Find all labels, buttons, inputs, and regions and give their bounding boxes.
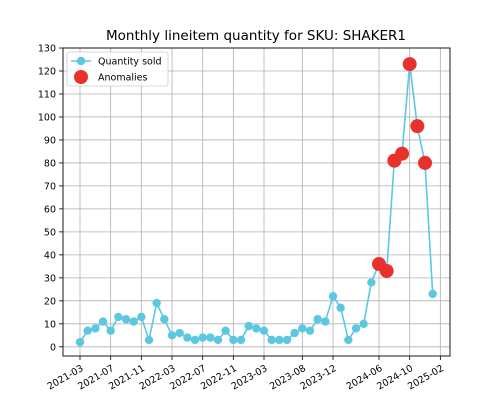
- quantity-sold-point: [336, 303, 345, 312]
- quantity-sold-point: [267, 335, 276, 345]
- y-tick-label: 70: [44, 181, 56, 192]
- y-tick-label: 120: [38, 66, 56, 77]
- quantity-sold-point: [282, 335, 292, 345]
- quantity-sold-point: [152, 298, 161, 308]
- quantity-sold-point: [83, 326, 92, 335]
- anomaly-point: [410, 119, 425, 134]
- quantity-sold-point: [428, 289, 437, 299]
- quantity-sold-point: [305, 326, 315, 335]
- anomaly-point: [418, 155, 433, 170]
- quantity-sold-point: [167, 331, 177, 340]
- quantity-sold-point: [229, 335, 238, 345]
- quantity-sold-point: [221, 326, 230, 335]
- quantity-sold-point: [121, 315, 131, 324]
- quantity-sold-point: [91, 324, 100, 333]
- legend-marker-swatch: [76, 56, 86, 66]
- quantity-sold-point: [144, 335, 154, 345]
- y-tick-label: 40: [44, 250, 56, 261]
- y-tick-label: 90: [44, 135, 56, 146]
- legend-anomaly-swatch: [74, 70, 88, 84]
- quantity-sold-point: [106, 326, 115, 335]
- quantity-sold-point: [321, 317, 330, 326]
- y-tick-label: 80: [44, 158, 56, 169]
- quantity-sold-point: [275, 335, 284, 345]
- quantity-sold-point: [244, 321, 253, 331]
- plot-frame: [62, 47, 451, 357]
- quantity-sold-point: [137, 312, 146, 322]
- legend-label-quantity-sold: Quantity sold: [98, 57, 162, 68]
- quantity-sold-point: [367, 278, 376, 287]
- y-tick-label: 0: [50, 342, 56, 353]
- quantity-sold-point: [344, 335, 353, 345]
- quantity-sold-point: [198, 333, 207, 342]
- quantity-sold-point: [298, 324, 307, 333]
- anomaly-point: [379, 263, 394, 278]
- quantity-sold-point: [259, 326, 269, 335]
- quantity-sold-point: [252, 324, 261, 333]
- y-tick-label: 30: [44, 273, 56, 284]
- anomaly-point: [402, 57, 417, 72]
- quantity-sold-point: [98, 317, 108, 326]
- quantity-sold-point: [129, 317, 138, 326]
- legend-box: [66, 51, 169, 87]
- quantity-sold-point: [160, 315, 169, 324]
- y-tick-label: 110: [38, 89, 56, 100]
- quantity-sold-point: [183, 333, 192, 342]
- y-tick-label: 100: [38, 112, 56, 123]
- legend: Quantity sold Anomalies: [66, 51, 169, 87]
- series-layer: [75, 57, 437, 347]
- y-tick-label: 60: [44, 204, 56, 215]
- quantity-sold-point: [190, 335, 200, 345]
- quantity-sold-point: [328, 292, 338, 301]
- quantity-sold-point: [236, 335, 246, 345]
- quantity-sold-point: [290, 328, 299, 338]
- y-tick-label: 20: [44, 296, 56, 307]
- y-tick-label: 10: [44, 319, 56, 330]
- chart-title: Monthly lineitem quantity for SKU: SHAKE…: [106, 28, 406, 44]
- quantity-sold-point: [114, 312, 123, 322]
- quantity-sold-point: [213, 335, 223, 345]
- quantity-sold-point: [359, 319, 368, 329]
- anomaly-point: [395, 146, 410, 161]
- quantity-sold-point: [206, 333, 215, 342]
- y-tick-label: 130: [38, 44, 56, 55]
- quantity-sold-point: [313, 315, 322, 324]
- y-tick-label: 50: [44, 227, 56, 238]
- quantity-sold-point: [351, 324, 361, 333]
- quantity-sold-point: [175, 328, 184, 338]
- legend-label-anomalies: Anomalies: [98, 73, 148, 84]
- quantity-sold-point: [75, 338, 85, 347]
